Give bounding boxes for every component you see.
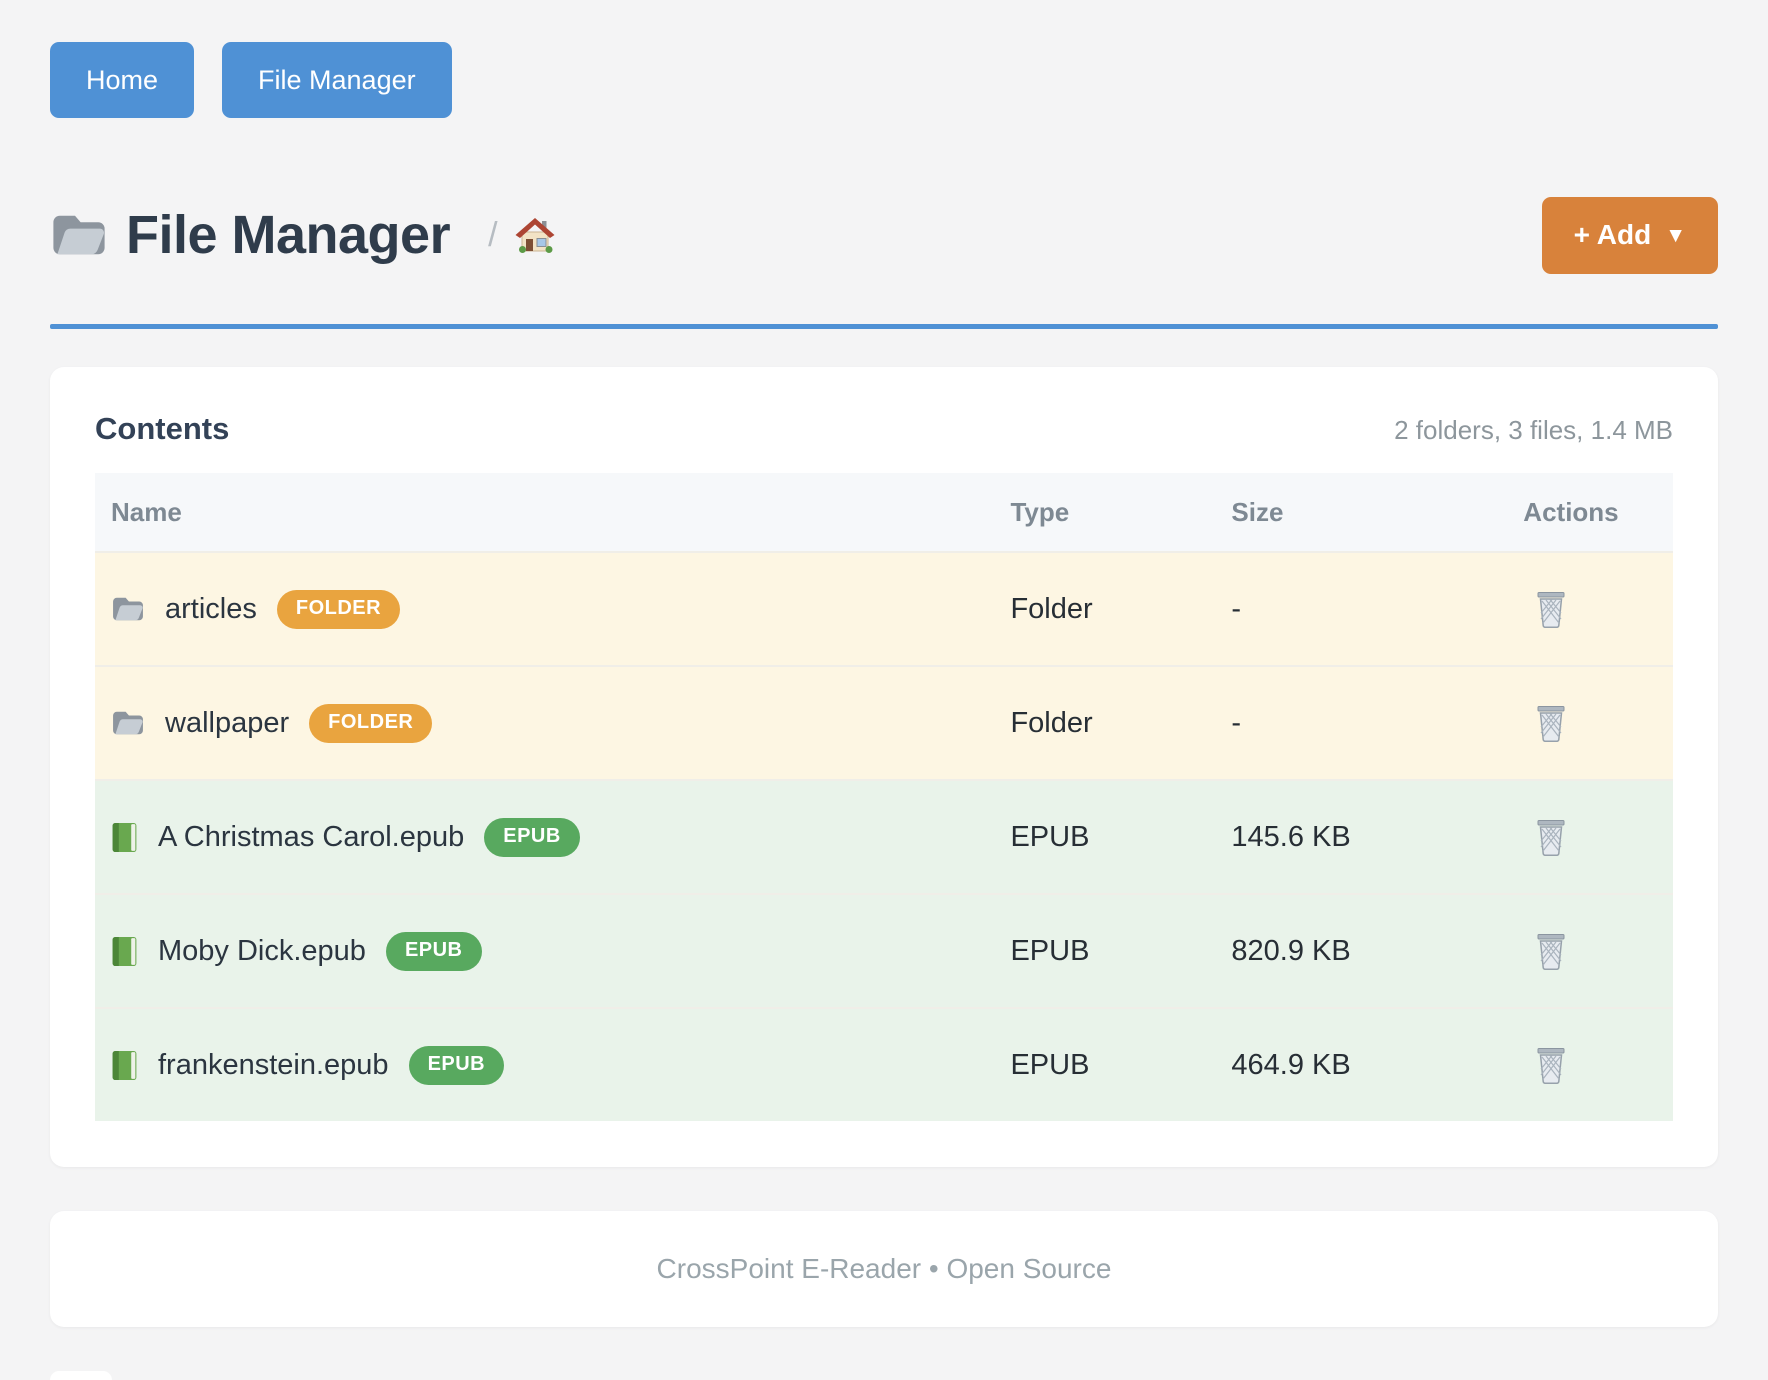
- breadcrumb: /: [488, 215, 555, 255]
- trash-icon: [1535, 704, 1567, 742]
- trash-icon: [1535, 590, 1567, 628]
- book-icon: [111, 936, 138, 967]
- top-nav: Home File Manager: [50, 42, 1718, 118]
- home-button[interactable]: Home: [50, 42, 195, 118]
- column-header-size: Size: [1215, 473, 1508, 552]
- type-cell: Folder: [994, 665, 1216, 780]
- delete-button[interactable]: [1523, 704, 1567, 742]
- footer: CrossPoint E-Reader • Open Source: [50, 1211, 1718, 1327]
- add-button-label: + Add: [1573, 219, 1652, 250]
- type-badge: FOLDER: [309, 703, 433, 743]
- caret-down-icon: ▼: [1665, 224, 1686, 247]
- house-icon[interactable]: [514, 215, 556, 255]
- size-cell: -: [1215, 665, 1508, 780]
- footer-text: CrossPoint E-Reader • Open Source: [656, 1253, 1112, 1284]
- delete-button[interactable]: [1523, 932, 1567, 970]
- title-underline: [50, 324, 1718, 329]
- file-name-link[interactable]: frankenstein.epub: [158, 1048, 389, 1081]
- contents-heading: Contents: [95, 411, 230, 446]
- book-icon: [111, 1050, 138, 1081]
- table-row: wallpaper FOLDER Folder -: [95, 665, 1673, 780]
- trash-icon: [1535, 932, 1567, 970]
- size-cell: 145.6 KB: [1215, 779, 1508, 894]
- table-row: frankenstein.epub EPUB EPUB 464.9 KB: [95, 1007, 1673, 1121]
- title-group: File Manager /: [50, 204, 556, 266]
- page-title: File Manager: [126, 205, 451, 265]
- folder-name-link[interactable]: articles: [165, 592, 257, 625]
- open-folder-icon: [50, 211, 108, 259]
- delete-button[interactable]: [1523, 818, 1567, 856]
- folder-name-link[interactable]: wallpaper: [165, 706, 290, 739]
- column-header-type: Type: [994, 473, 1216, 552]
- trash-icon: [1535, 1046, 1567, 1084]
- type-cell: Folder: [994, 551, 1216, 666]
- delete-button[interactable]: [1523, 1046, 1567, 1084]
- book-icon: [111, 822, 138, 853]
- contents-card: Contents 2 folders, 3 files, 1.4 MB Name…: [50, 367, 1718, 1167]
- table-row: articles FOLDER Folder -: [95, 551, 1673, 666]
- table-header-row: Name Type Size Actions: [95, 473, 1673, 552]
- page-header: File Manager / + Add ▼: [50, 188, 1718, 282]
- type-cell: EPUB: [994, 1007, 1216, 1121]
- delete-button[interactable]: [1523, 590, 1567, 628]
- contents-table: Name Type Size Actions articles FOLDER: [95, 473, 1673, 1121]
- column-header-name: Name: [95, 473, 995, 552]
- column-header-actions: Actions: [1507, 473, 1673, 552]
- trash-icon: [1535, 818, 1567, 856]
- file-name-link[interactable]: A Christmas Carol.epub: [158, 820, 465, 853]
- type-badge: FOLDER: [276, 589, 401, 629]
- type-cell: EPUB: [994, 893, 1216, 1008]
- file-name-link[interactable]: Moby Dick.epub: [158, 934, 366, 967]
- folder-icon: [111, 595, 145, 623]
- table-row: Moby Dick.epub EPUB EPUB 820.9 KB: [95, 893, 1673, 1008]
- type-badge: EPUB: [385, 931, 482, 971]
- breadcrumb-separator: /: [488, 215, 498, 254]
- partial-next-card: [50, 1371, 112, 1380]
- folder-icon: [111, 709, 145, 737]
- contents-card-header: Contents 2 folders, 3 files, 1.4 MB: [95, 411, 1673, 447]
- size-cell: 820.9 KB: [1215, 893, 1508, 1008]
- add-button[interactable]: + Add ▼: [1541, 196, 1718, 274]
- table-row: A Christmas Carol.epub EPUB EPUB 145.6 K…: [95, 779, 1673, 894]
- type-badge: EPUB: [408, 1045, 505, 1085]
- contents-summary: 2 folders, 3 files, 1.4 MB: [1394, 415, 1673, 445]
- file-manager-button[interactable]: File Manager: [222, 42, 452, 118]
- type-cell: EPUB: [994, 779, 1216, 894]
- size-cell: 464.9 KB: [1215, 1007, 1508, 1121]
- type-badge: EPUB: [484, 817, 580, 857]
- size-cell: -: [1215, 551, 1508, 666]
